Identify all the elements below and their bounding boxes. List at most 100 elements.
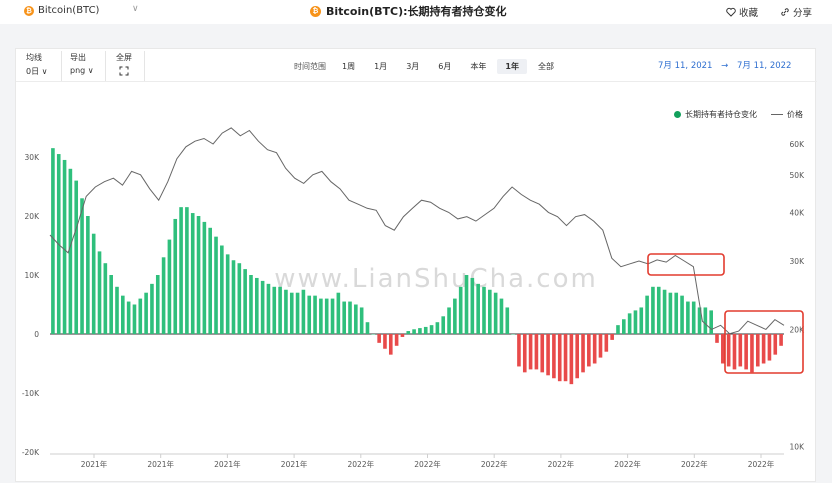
- bar: [546, 334, 550, 376]
- page-title-text: Bitcoin(BTC):长期持有者持仓变化: [326, 5, 507, 18]
- bar: [488, 289, 492, 334]
- bar: [272, 286, 277, 334]
- bar: [423, 326, 428, 334]
- bar: [68, 168, 73, 334]
- range-all-button[interactable]: 全部: [537, 62, 554, 71]
- range-1m-button[interactable]: 1月: [374, 62, 388, 71]
- x-tick-label: 2022年: [481, 459, 508, 469]
- bar: [575, 334, 579, 379]
- bar: [109, 275, 113, 334]
- fullscreen-control[interactable]: 全屏: [116, 52, 132, 78]
- bar: [371, 334, 376, 335]
- range-6m-button[interactable]: 6月: [438, 62, 452, 71]
- bar: [505, 307, 510, 334]
- share-button[interactable]: 分享: [780, 5, 812, 19]
- bar: [470, 277, 475, 334]
- bar: [755, 334, 760, 367]
- bar: [750, 334, 754, 373]
- ma-select[interactable]: 0日 ∨: [26, 67, 48, 76]
- bar: [645, 295, 649, 334]
- bar: [243, 269, 247, 334]
- highlight-box: [647, 253, 725, 276]
- fullscreen-label: 全屏: [116, 53, 132, 62]
- bar: [202, 221, 207, 334]
- ma-label: 均线: [26, 53, 42, 62]
- bar: [534, 334, 539, 370]
- y-right-tick-label: 30K: [790, 257, 806, 266]
- bar: [680, 295, 684, 334]
- chevron-down-icon[interactable]: ∨: [132, 4, 139, 14]
- ma-control[interactable]: 均线 0日 ∨: [26, 52, 48, 77]
- bar: [418, 328, 422, 334]
- chart-legend: 长期持有者持仓变化 价格: [674, 109, 803, 120]
- bar: [388, 334, 393, 355]
- bar: [126, 301, 131, 334]
- price-line: [49, 127, 785, 335]
- bar: [767, 334, 772, 361]
- bar: [476, 283, 480, 334]
- x-tick-label: 2022年: [681, 459, 708, 469]
- y-left-tick-label: -20K: [22, 448, 40, 457]
- bar: [289, 292, 294, 334]
- bar: [383, 334, 387, 349]
- export-control[interactable]: 导出 png ∨: [70, 52, 94, 75]
- bar: [458, 286, 463, 334]
- bar: [365, 322, 370, 334]
- date-end[interactable]: 7月 11, 2022: [737, 61, 792, 71]
- page-title: ₿ Bitcoin(BTC):长期持有者持仓变化: [310, 3, 507, 19]
- bar: [732, 334, 737, 370]
- bar: [377, 334, 381, 343]
- legend-item-lth[interactable]: 长期持有者持仓变化: [685, 110, 757, 119]
- bar: [744, 334, 748, 370]
- bar: [278, 286, 282, 334]
- heart-icon: [726, 7, 736, 17]
- bar: [528, 334, 533, 370]
- bar: [552, 334, 556, 379]
- date-range[interactable]: 7月 11, 2021 → 7月 11, 2022: [658, 59, 791, 71]
- fullscreen-icon[interactable]: [119, 66, 129, 76]
- bar: [610, 334, 614, 340]
- bitcoin-icon: ₿: [24, 5, 34, 16]
- x-tick-label: 2022年: [748, 459, 775, 469]
- bar: [237, 263, 242, 334]
- bar: [493, 292, 498, 334]
- bar: [738, 334, 743, 367]
- bar: [522, 334, 527, 373]
- divider: [16, 81, 817, 82]
- bar: [464, 275, 469, 334]
- bar: [225, 254, 230, 334]
- date-start[interactable]: 7月 11, 2021: [658, 61, 713, 71]
- range-ytd-button[interactable]: 本年: [470, 62, 487, 71]
- bar: [656, 286, 661, 334]
- bar: [616, 325, 620, 334]
- bar: [301, 289, 306, 334]
- bar: [80, 198, 84, 334]
- bar: [91, 233, 96, 334]
- range-3m-button[interactable]: 3月: [406, 62, 420, 71]
- bar: [726, 334, 731, 367]
- favorite-label: 收藏: [738, 8, 758, 19]
- bar: [342, 301, 346, 334]
- legend-item-price[interactable]: 价格: [787, 110, 803, 119]
- bar: [674, 292, 679, 334]
- bar: [622, 319, 626, 334]
- bar: [260, 280, 265, 334]
- bar: [150, 283, 154, 334]
- bar: [581, 334, 585, 373]
- watermark: www.LianShuCha.com: [274, 264, 598, 294]
- bar: [74, 180, 79, 334]
- bar: [453, 298, 457, 334]
- bar: [348, 301, 352, 334]
- export-select[interactable]: png ∨: [70, 66, 94, 75]
- divider: [105, 51, 106, 81]
- bar: [587, 334, 591, 367]
- bar: [161, 257, 166, 334]
- range-1w-button[interactable]: 1周: [342, 62, 356, 71]
- divider: [144, 51, 145, 81]
- range-1y-button[interactable]: 1年: [497, 59, 527, 74]
- divider: [61, 51, 62, 81]
- coin-selector[interactable]: ₿ Bitcoin(BTC): [24, 5, 99, 16]
- bar: [441, 316, 446, 334]
- favorite-button[interactable]: 收藏: [726, 5, 758, 19]
- bar: [721, 334, 725, 364]
